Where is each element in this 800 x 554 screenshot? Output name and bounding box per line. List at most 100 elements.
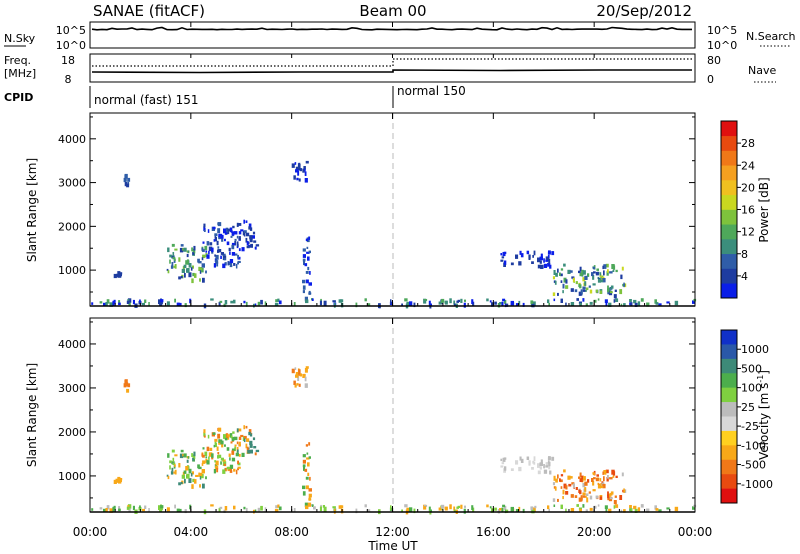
range-gate-cell xyxy=(355,508,358,514)
x-tick-label: 00:00 xyxy=(73,525,108,539)
range-gate-cell xyxy=(409,301,413,306)
range-gate-cell xyxy=(565,491,569,495)
range-gate-cell xyxy=(540,253,543,258)
range-gate-cell xyxy=(241,452,245,457)
range-gate-cell xyxy=(243,438,246,443)
range-gate-cell xyxy=(549,470,552,475)
range-gate-cell xyxy=(546,257,550,262)
range-gate-cell xyxy=(533,250,536,256)
range-gate-cell xyxy=(237,468,239,471)
range-gate-cell xyxy=(124,182,128,187)
range-gate-cell xyxy=(583,476,586,481)
range-gate-cell xyxy=(571,276,575,279)
range-gate-cell xyxy=(174,464,176,467)
range-gate-cell xyxy=(230,435,233,439)
range-gate-cell xyxy=(605,469,609,474)
range-gate-cell xyxy=(545,465,549,468)
range-gate-cell xyxy=(250,449,253,454)
range-gate-cell xyxy=(532,460,534,464)
range-gate-cell xyxy=(216,467,219,473)
range-gate-cell xyxy=(304,168,306,172)
range-gate-cell xyxy=(218,441,221,445)
range-gate-cell xyxy=(548,464,551,470)
range-gate-cell xyxy=(518,506,521,511)
range-gate-cell xyxy=(240,229,244,232)
colorbar-segment xyxy=(721,194,737,210)
range-gate-cell xyxy=(619,289,623,295)
range-gate-cell xyxy=(192,454,196,460)
range-gate-cell xyxy=(424,506,426,510)
range-gate-cell xyxy=(167,270,170,274)
colorbar-tick-label: -100 xyxy=(741,439,766,452)
range-gate-cell xyxy=(220,252,224,255)
range-gate-cell xyxy=(188,272,192,278)
range-gate-cell xyxy=(607,491,609,497)
colorbar-segment xyxy=(721,135,737,151)
range-gate-cell xyxy=(501,301,504,307)
range-gate-cell xyxy=(245,425,248,429)
range-gate-cell xyxy=(532,255,534,258)
range-gate-cell xyxy=(305,160,309,164)
range-gate-cell xyxy=(543,469,548,474)
range-gate-cell xyxy=(515,509,519,512)
range-gate-cell xyxy=(602,278,606,283)
range-gate-cell xyxy=(303,466,305,471)
range-gate-cell xyxy=(224,262,227,266)
range-gate-cell xyxy=(169,254,172,258)
range-gate-cell xyxy=(198,266,200,271)
colorbar-segment xyxy=(721,373,737,388)
range-gate-cell xyxy=(249,238,253,243)
range-gate-cell xyxy=(489,506,492,509)
range-gate-cell xyxy=(205,250,208,253)
range-gate-cell xyxy=(233,468,236,472)
range-gate-cell xyxy=(244,435,247,439)
range-gate-cell xyxy=(585,509,588,513)
range-gate-cell xyxy=(595,477,599,482)
range-gate-cell xyxy=(599,478,602,482)
range-gate-cell xyxy=(191,471,194,475)
range-gate-cell xyxy=(557,498,559,502)
range-gate-cell xyxy=(610,491,614,495)
range-gate-cell xyxy=(500,458,503,462)
range-gate-cell xyxy=(548,461,551,467)
range-gate-cell xyxy=(260,299,263,305)
range-gate-cell xyxy=(557,268,559,273)
range-gate-cell xyxy=(249,433,253,437)
range-gate-cell xyxy=(214,237,217,242)
range-gate-cell xyxy=(178,508,182,512)
range-gate-cell xyxy=(213,263,216,268)
range-gate-cell xyxy=(623,282,625,288)
range-gate-cell xyxy=(557,292,559,296)
range-gate-cell xyxy=(205,476,207,480)
range-gate-cell xyxy=(306,452,309,455)
range-gate-cell xyxy=(633,505,637,510)
range-gate-cell xyxy=(302,254,306,258)
range-gate-cell xyxy=(562,489,565,495)
range-gate-cell xyxy=(304,383,308,388)
range-gate-cell xyxy=(623,488,625,493)
range-gate-cell xyxy=(248,223,252,229)
range-gate-cell xyxy=(188,263,192,268)
range-gate-cell xyxy=(197,258,200,263)
range-gate-cell xyxy=(609,477,613,480)
range-gate-cell xyxy=(604,505,608,509)
range-gate-cell xyxy=(199,269,202,274)
range-gate-cell xyxy=(515,254,519,259)
range-gate-cell xyxy=(172,256,176,260)
range-gate-cell xyxy=(218,439,221,443)
range-gate-cell xyxy=(218,301,221,306)
range-gate-cell xyxy=(291,368,295,374)
range-gate-cell xyxy=(390,299,392,305)
range-gate-cell xyxy=(588,491,591,494)
range-gate-cell xyxy=(463,302,466,308)
range-gate-cell xyxy=(302,373,305,378)
range-gate-cell xyxy=(305,505,309,510)
range-gate-cell xyxy=(654,299,657,304)
range-gate-cell xyxy=(306,246,309,249)
range-gate-cell xyxy=(302,491,306,496)
range-gate-cell xyxy=(304,368,308,373)
range-gate-cell xyxy=(202,483,205,489)
range-gate-cell xyxy=(585,493,589,496)
power-colorbar-label: Power [dB] xyxy=(757,177,771,242)
range-gate-cell xyxy=(222,263,226,269)
